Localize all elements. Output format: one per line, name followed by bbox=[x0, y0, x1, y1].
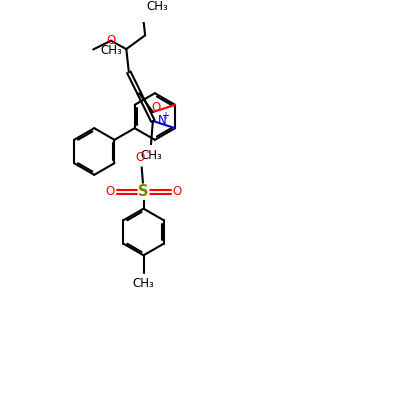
Text: O: O bbox=[135, 150, 144, 164]
Text: O: O bbox=[105, 185, 114, 198]
Text: O: O bbox=[173, 185, 182, 198]
Text: N: N bbox=[157, 114, 166, 128]
Text: S: S bbox=[138, 184, 149, 199]
Text: O: O bbox=[151, 101, 160, 114]
Text: CH₃: CH₃ bbox=[100, 44, 122, 57]
Text: CH₃: CH₃ bbox=[133, 276, 154, 290]
Text: +: + bbox=[161, 112, 169, 122]
Text: CH₃: CH₃ bbox=[140, 149, 162, 162]
Text: O: O bbox=[106, 34, 116, 47]
Text: ⁻: ⁻ bbox=[146, 150, 152, 160]
Text: CH₃: CH₃ bbox=[146, 0, 168, 12]
